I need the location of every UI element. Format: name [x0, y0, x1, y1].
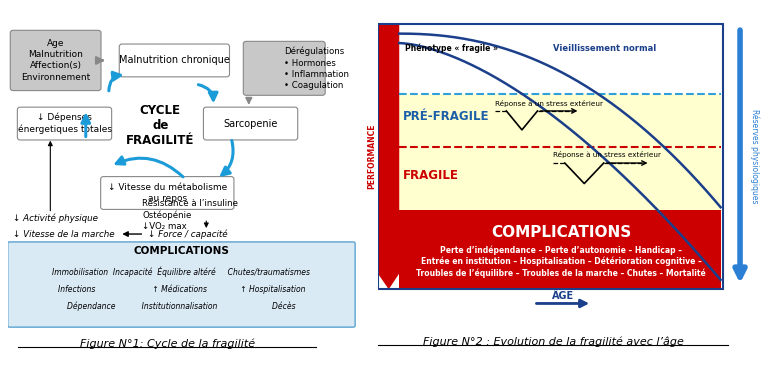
Text: Entrée en institution – Hospitalisation – Détérioration cognitive –: Entrée en institution – Hospitalisation …	[421, 257, 701, 266]
Text: Dépendance           Institutionnalisation                       Décès: Dépendance Institutionnalisation Décès	[67, 302, 296, 311]
Text: ↓ Dépenses
énergetiques totales: ↓ Dépenses énergetiques totales	[17, 113, 111, 134]
Text: Age
Malnutrition
Affection(s)
Environnement: Age Malnutrition Affection(s) Environnem…	[21, 39, 90, 81]
Text: COMPLICATIONS: COMPLICATIONS	[133, 246, 229, 257]
FancyBboxPatch shape	[10, 30, 101, 91]
FancyBboxPatch shape	[203, 107, 298, 140]
FancyBboxPatch shape	[399, 24, 721, 289]
Text: Figure N°2 : Evolution de la fragilité avec l’âge: Figure N°2 : Evolution de la fragilité a…	[423, 337, 683, 347]
Text: Phénotype « fragile »: Phénotype « fragile »	[405, 43, 498, 53]
FancyBboxPatch shape	[100, 177, 234, 210]
Text: ↓ Vitesse du métabolisme
au repos: ↓ Vitesse du métabolisme au repos	[108, 183, 227, 203]
Text: ÂGE: ÂGE	[552, 291, 574, 301]
Text: ↓ Vitesse de la marche: ↓ Vitesse de la marche	[13, 229, 115, 239]
Text: PRÉ-FRAGILE: PRÉ-FRAGILE	[404, 110, 490, 123]
Text: Réponse à un stress extérieur: Réponse à un stress extérieur	[495, 99, 603, 106]
FancyBboxPatch shape	[399, 94, 721, 210]
FancyBboxPatch shape	[243, 41, 325, 95]
Text: ↓ Activité physique: ↓ Activité physique	[13, 214, 98, 223]
Text: Malnutrition chronique: Malnutrition chronique	[119, 55, 230, 65]
Text: FRAGILE: FRAGILE	[404, 169, 459, 182]
Text: Troubles de l’équilibre – Troubles de la marche – Chutes – Mortalité: Troubles de l’équilibre – Troubles de la…	[416, 268, 706, 277]
Text: Résistance à l’insuline
Ostéopénie
↓VO₂ max: Résistance à l’insuline Ostéopénie ↓VO₂ …	[143, 199, 238, 231]
FancyBboxPatch shape	[399, 210, 721, 289]
Text: Sarcopenie: Sarcopenie	[224, 119, 278, 128]
Text: Infections                        ↑ Médications              ↑ Hospitalisation: Infections ↑ Médications ↑ Hospitalisati…	[58, 284, 305, 294]
Text: Réserves physiologiques: Réserves physiologiques	[749, 109, 760, 204]
FancyBboxPatch shape	[119, 44, 230, 77]
Polygon shape	[378, 24, 399, 289]
Text: PERFORMANCE: PERFORMANCE	[368, 124, 376, 189]
Text: COMPLICATIONS: COMPLICATIONS	[491, 225, 631, 240]
Text: Perte d’indépendance – Perte d’autonomie – Handicap –: Perte d’indépendance – Perte d’autonomie…	[440, 245, 682, 255]
Text: Dérégulations
• Hormones
• Inflammation
• Coagulation: Dérégulations • Hormones • Inflammation …	[284, 47, 349, 90]
Text: Vieillissement normal: Vieillissement normal	[553, 44, 657, 53]
Text: CYCLE
de
FRAGILITÉ: CYCLE de FRAGILITÉ	[126, 103, 195, 147]
FancyBboxPatch shape	[17, 107, 111, 140]
Text: Réponse à un stress extérieur: Réponse à un stress extérieur	[553, 151, 661, 158]
Text: Immobilisation  Incapacité  Équilibre altéré     Chutes/traumatismes: Immobilisation Incapacité Équilibre alté…	[52, 267, 311, 277]
Text: ↓ Force / capacité: ↓ Force / capacité	[148, 229, 227, 239]
FancyBboxPatch shape	[8, 242, 355, 327]
Text: Figure N°1: Cycle de la fragilité: Figure N°1: Cycle de la fragilité	[79, 338, 255, 349]
